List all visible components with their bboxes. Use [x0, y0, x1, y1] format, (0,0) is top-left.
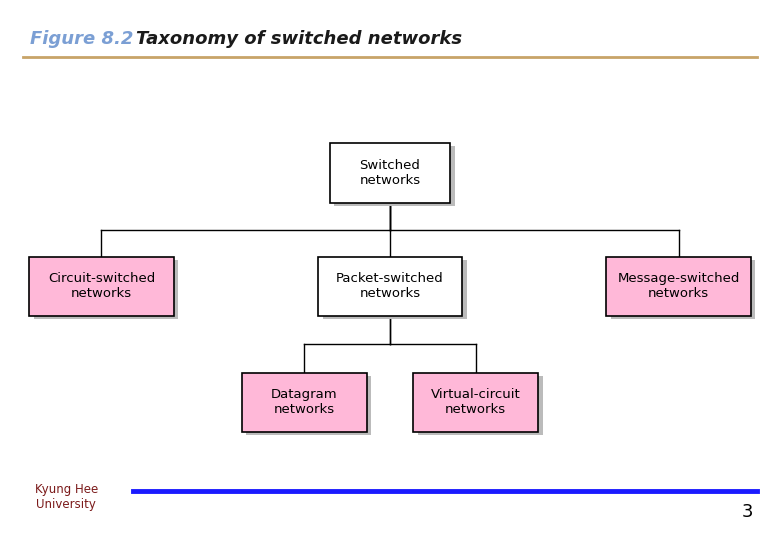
FancyBboxPatch shape [323, 260, 466, 319]
FancyBboxPatch shape [335, 146, 456, 206]
FancyBboxPatch shape [418, 376, 543, 435]
Text: Packet-switched
networks: Packet-switched networks [336, 272, 444, 300]
FancyBboxPatch shape [612, 260, 755, 319]
Text: Switched
networks: Switched networks [360, 159, 420, 187]
FancyBboxPatch shape [242, 373, 367, 432]
FancyBboxPatch shape [413, 373, 538, 432]
FancyBboxPatch shape [606, 256, 750, 316]
Text: 3: 3 [741, 503, 753, 521]
Text: Message-switched
networks: Message-switched networks [618, 272, 739, 300]
Text: Datagram
networks: Datagram networks [271, 388, 338, 416]
FancyBboxPatch shape [246, 376, 371, 435]
FancyBboxPatch shape [34, 260, 179, 319]
Text: Circuit-switched
networks: Circuit-switched networks [48, 272, 155, 300]
Text: Virtual-circuit
networks: Virtual-circuit networks [431, 388, 521, 416]
FancyBboxPatch shape [329, 143, 451, 202]
FancyBboxPatch shape [30, 256, 173, 316]
Text: Taxonomy of switched networks: Taxonomy of switched networks [136, 30, 463, 48]
Text: Kyung Hee
University: Kyung Hee University [34, 483, 98, 511]
Text: Figure 8.2: Figure 8.2 [30, 30, 133, 48]
FancyBboxPatch shape [318, 256, 462, 316]
